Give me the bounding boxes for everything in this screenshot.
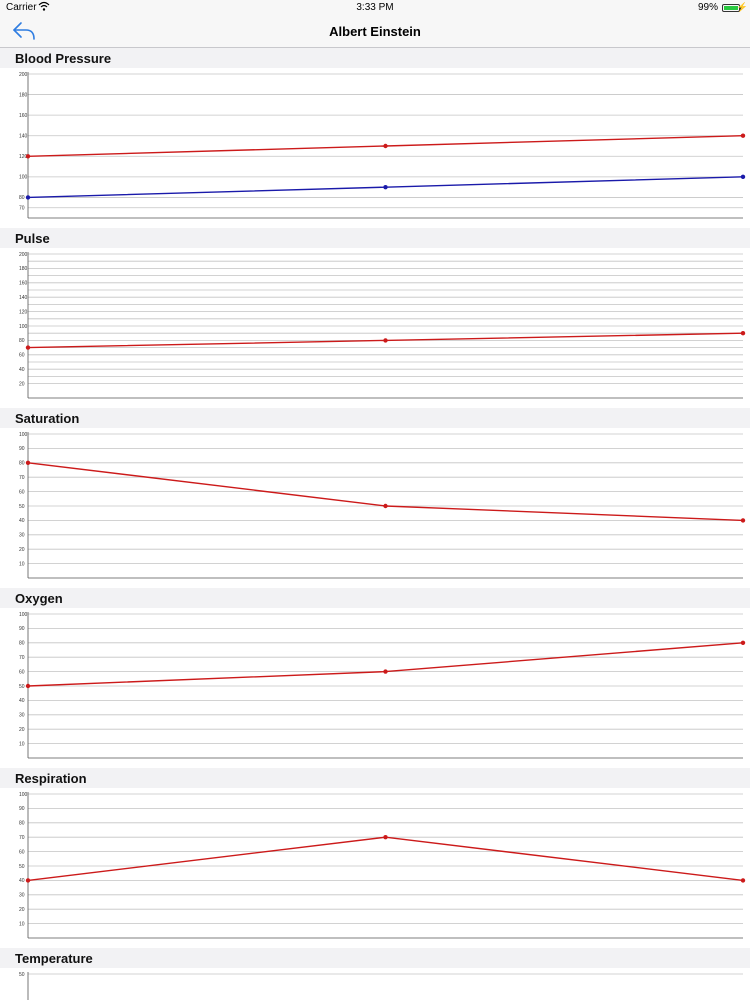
y-tick-label: 120 xyxy=(19,309,28,315)
y-tick-label: 140 xyxy=(19,134,28,140)
battery-percentage: 99% xyxy=(697,2,718,13)
battery-icon xyxy=(722,4,742,12)
data-point xyxy=(740,133,746,138)
section-title: Temperature xyxy=(15,951,93,966)
section-title: Oxygen xyxy=(15,591,63,606)
y-tick-label: 100 xyxy=(19,324,28,330)
y-tick-label: 180 xyxy=(19,92,28,98)
y-tick-label: 40 xyxy=(19,518,25,524)
y-tick-label: 100 xyxy=(19,432,28,438)
data-point xyxy=(25,878,31,883)
y-tick-label: 50 xyxy=(19,864,25,870)
y-tick-label: 80 xyxy=(19,641,25,647)
data-point xyxy=(383,835,388,840)
y-tick-label: 70 xyxy=(19,655,25,661)
y-tick-label: 180 xyxy=(19,266,28,272)
data-point xyxy=(25,154,31,159)
y-tick-label: 60 xyxy=(19,353,25,359)
section-header-respiration: Respiration xyxy=(0,768,750,788)
y-tick-label: 100 xyxy=(19,175,28,181)
back-arrow-icon xyxy=(13,22,35,40)
y-tick-label: 40 xyxy=(19,367,25,373)
y-tick-label: 50 xyxy=(19,684,25,690)
data-point xyxy=(740,640,746,645)
y-tick-label: 30 xyxy=(19,893,25,899)
y-tick-label: 60 xyxy=(19,489,25,495)
back-button[interactable] xyxy=(10,19,38,43)
data-point xyxy=(25,683,31,689)
y-tick-label: 140 xyxy=(19,295,28,301)
y-tick-label: 90 xyxy=(19,446,25,452)
y-tick-label: 10 xyxy=(19,561,25,567)
y-tick-label: 40 xyxy=(19,878,25,884)
data-point xyxy=(383,184,388,190)
y-tick-label: 20 xyxy=(19,727,25,733)
y-tick-label: 70 xyxy=(19,475,25,481)
charging-icon: ⚡ xyxy=(736,2,748,12)
data-point xyxy=(740,174,746,180)
y-tick-label: 50 xyxy=(19,504,25,510)
y-tick-label: 70 xyxy=(19,206,25,212)
y-tick-label: 160 xyxy=(19,281,28,287)
y-tick-label: 120 xyxy=(19,154,28,160)
section-header-saturation: Saturation xyxy=(0,408,750,428)
y-tick-label: 50 xyxy=(19,972,25,978)
navigation-bar: Albert Einstein xyxy=(0,16,750,48)
y-tick-label: 80 xyxy=(19,195,25,201)
section-header-blood-pressure: Blood Pressure xyxy=(0,48,750,68)
section-title: Pulse xyxy=(15,231,50,246)
data-point xyxy=(25,195,31,200)
saturation-chart: 10 20 30 40 50 60 70 80 90 100 xyxy=(19,432,746,579)
y-tick-label: 20 xyxy=(19,907,25,913)
blood-pressure-chart: 70 80 100 120 140 160 180 200 xyxy=(19,72,746,219)
data-point xyxy=(25,345,31,350)
respiration-chart: 10 20 30 40 50 60 70 80 90 100 xyxy=(19,792,746,939)
y-tick-label: 10 xyxy=(19,921,25,927)
carrier-label: Carrier xyxy=(6,2,37,13)
y-tick-label: 90 xyxy=(19,626,25,632)
y-tick-label: 70 xyxy=(19,835,25,841)
y-tick-label: 10 xyxy=(19,741,25,747)
y-tick-label: 30 xyxy=(19,713,25,719)
oxygen-chart: 10 20 30 40 50 60 70 80 90 100 xyxy=(19,612,746,759)
wifi-icon xyxy=(38,1,50,15)
y-tick-label: 60 xyxy=(19,669,25,675)
data-point xyxy=(25,460,31,465)
y-tick-label: 40 xyxy=(19,698,25,704)
series-line xyxy=(27,642,744,687)
y-tick-label: 80 xyxy=(19,821,25,827)
y-tick-label: 60 xyxy=(19,849,25,855)
data-point xyxy=(740,518,746,523)
data-point xyxy=(740,331,746,336)
y-tick-label: 100 xyxy=(19,612,28,618)
data-point xyxy=(383,669,388,674)
section-title: Respiration xyxy=(15,771,87,786)
y-tick-label: 30 xyxy=(19,533,25,539)
data-point xyxy=(740,878,746,883)
y-tick-label: 200 xyxy=(19,252,28,258)
status-time: 3:33 PM xyxy=(356,2,394,13)
temperature-chart: 50 xyxy=(19,972,743,1000)
y-tick-label: 160 xyxy=(19,113,28,119)
section-header-oxygen: Oxygen xyxy=(0,588,750,608)
data-point xyxy=(383,338,388,343)
y-tick-label: 80 xyxy=(19,461,25,467)
pulse-chart: 20 40 60 80 100 120 140 160 180 200 xyxy=(19,252,746,399)
page-title: Albert Einstein xyxy=(329,24,421,39)
data-point xyxy=(383,503,388,509)
series-line xyxy=(27,836,744,882)
section-header-temperature: Temperature xyxy=(0,948,750,968)
y-tick-label: 200 xyxy=(19,72,28,78)
status-bar: Carrier 3:33 PM 99% ⚡ xyxy=(0,0,750,16)
section-header-pulse: Pulse xyxy=(0,228,750,248)
y-tick-label: 80 xyxy=(19,338,25,344)
y-tick-label: 20 xyxy=(19,547,25,553)
y-tick-label: 90 xyxy=(19,806,25,812)
y-tick-label: 100 xyxy=(19,792,28,798)
y-tick-label: 20 xyxy=(19,381,25,387)
section-title: Blood Pressure xyxy=(15,51,112,66)
section-title: Saturation xyxy=(15,411,80,426)
data-point xyxy=(383,143,388,149)
